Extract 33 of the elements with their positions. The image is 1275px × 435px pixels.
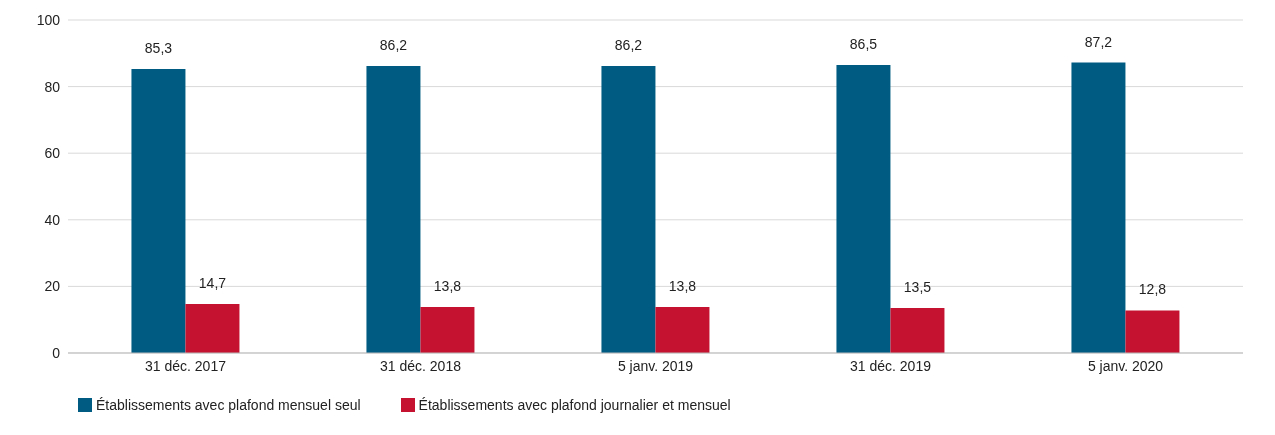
- data-label: 86,2: [379, 36, 408, 53]
- bar: [836, 64, 891, 353]
- y-tick-label: 60: [44, 145, 61, 162]
- bar: [655, 307, 710, 353]
- legend-label: Établissements avec plafond mensuel seul: [96, 397, 361, 413]
- y-tick-label: 80: [44, 78, 61, 95]
- x-tick-label: 31 déc. 2019: [850, 357, 932, 374]
- x-tick-label: 5 janv. 2019: [617, 357, 694, 374]
- bar: [185, 304, 240, 353]
- data-label: 13,5: [903, 279, 932, 296]
- y-tick-label: 0: [52, 344, 61, 361]
- bar: [131, 68, 186, 353]
- bar: [366, 65, 421, 353]
- y-tick-label: 40: [44, 211, 61, 228]
- bar: [890, 308, 945, 353]
- y-tick-label: 100: [36, 11, 61, 28]
- data-label: 12,8: [1138, 281, 1167, 298]
- bar: [1071, 62, 1126, 353]
- bar: [601, 65, 656, 353]
- x-tick-label: 5 janv. 2020: [1087, 357, 1164, 374]
- data-label: 13,8: [433, 278, 462, 295]
- x-tick-label: 31 déc. 2017: [145, 357, 227, 374]
- bar: [1125, 310, 1180, 353]
- data-label: 14,7: [198, 275, 227, 292]
- bar: [420, 307, 475, 353]
- x-tick-label: 31 déc. 2018: [380, 357, 462, 374]
- data-label: 13,8: [668, 278, 697, 295]
- data-label: 85,3: [144, 39, 173, 56]
- data-label: 86,2: [614, 36, 643, 53]
- data-label: 86,5: [849, 35, 878, 52]
- data-label: 87,2: [1084, 33, 1113, 50]
- legend-label: Établissements avec plafond journalier et mensuel: [418, 397, 731, 413]
- y-tick-label: 20: [44, 278, 61, 295]
